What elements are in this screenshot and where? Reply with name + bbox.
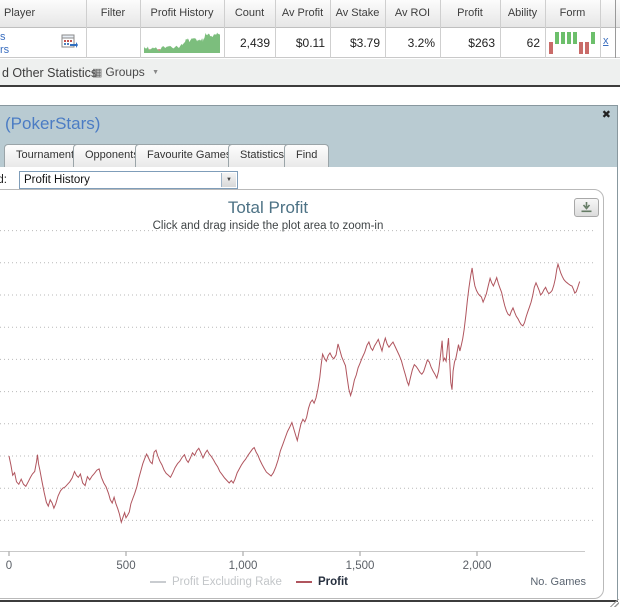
x-tick-label: 0	[5, 560, 13, 572]
legend-profit[interactable]: Profit	[295, 576, 348, 588]
col-header-av-stake[interactable]: Av Stake	[335, 7, 380, 19]
report-calendar-icon[interactable]	[61, 33, 78, 50]
col-header-av-profit[interactable]: Av Profit	[281, 7, 324, 19]
column-divider	[500, 0, 501, 58]
av-roi-value: 3.2%	[407, 36, 435, 50]
column-divider	[224, 0, 225, 58]
x-tick-label: 2,000	[462, 560, 492, 572]
col-header-ability[interactable]: Ability	[507, 7, 538, 19]
tab-favourite-games[interactable]: Favourite Games	[135, 144, 244, 167]
selected-report-label: ed:	[0, 174, 7, 186]
form-bar-win	[591, 32, 595, 44]
form-bar-loss	[585, 42, 589, 54]
profit-value: $263	[468, 36, 495, 50]
close-icon[interactable]: ✖	[601, 109, 611, 121]
legend-profit-excluding-rake[interactable]: Profit Excluding Rake	[150, 576, 282, 588]
chart-title-block: Total Profit Click and drag inside the p…	[0, 198, 552, 232]
av-stake-value: $3.79	[349, 36, 380, 50]
window-title: (PokerStars)	[5, 114, 101, 133]
col-header-av-roi[interactable]: Av ROI	[394, 7, 431, 19]
player-name-line1[interactable]: s	[0, 31, 6, 43]
column-divider	[385, 0, 386, 58]
plot-area[interactable]	[0, 228, 596, 552]
chart-legend: Profit Excluding Rake Profit	[150, 576, 362, 588]
x-tick-label: 1,500	[345, 560, 375, 572]
col-header-filter[interactable]: Filter	[100, 7, 126, 19]
select-dropdown-icon[interactable]: ▼	[221, 173, 236, 187]
col-header-form[interactable]: Form	[559, 7, 586, 19]
form-bar-win	[567, 32, 571, 44]
col-header-profit[interactable]: Profit	[457, 7, 483, 19]
window-titlebar: (PokerStars) ✖	[0, 106, 617, 142]
groups-button[interactable]: ▦ Groups ▼	[92, 65, 160, 79]
statistics-toolbar: d Other Statistics ▦ Groups ▼	[0, 59, 620, 87]
column-divider	[86, 0, 87, 58]
other-statistics-label: d Other Statistics	[2, 66, 98, 80]
export-chart-button[interactable]	[574, 198, 599, 217]
tab-opponents[interactable]: Opponents	[73, 144, 151, 167]
column-divider	[545, 0, 546, 58]
tab-find[interactable]: Find	[284, 144, 330, 167]
legend-swatch-icon	[150, 581, 166, 583]
ability-value: 62	[526, 36, 540, 50]
col-header-profit-history[interactable]: Profit History	[150, 7, 214, 19]
av-profit-value: $0.11	[295, 36, 325, 50]
form-bar-loss	[549, 42, 553, 54]
column-divider	[600, 0, 601, 58]
x-tick-label: 500	[116, 560, 136, 572]
player-name-line2[interactable]: rs	[0, 44, 10, 56]
form-bars	[549, 31, 599, 54]
remove-row-link[interactable]: x	[603, 35, 609, 47]
column-divider	[275, 0, 276, 58]
profit-history-sparkline	[142, 30, 222, 55]
groups-grid-icon: ▦	[92, 67, 103, 79]
form-bar-win	[573, 32, 577, 44]
form-bar-win	[561, 32, 565, 44]
tab-band: Tournaments Opponents Favourite Games St…	[0, 142, 617, 167]
column-divider	[140, 0, 141, 58]
col-header-player[interactable]: Player	[4, 7, 36, 19]
chart-title: Total Profit	[227, 198, 309, 217]
table-right-border	[615, 0, 616, 58]
column-divider	[330, 0, 331, 58]
column-divider	[440, 0, 441, 58]
report-select-value: Profit History	[24, 174, 90, 186]
count-value: 2,439	[239, 36, 270, 50]
x-tick-label: 1,000	[228, 560, 258, 572]
download-icon	[581, 202, 592, 213]
x-axis-title: No. Games	[530, 576, 586, 588]
legend-swatch-icon	[295, 581, 312, 583]
table-row: s rs	[0, 28, 620, 58]
window-resize-grip[interactable]	[610, 599, 619, 607]
chart-subtitle: Click and drag inside the plot area to z…	[152, 220, 384, 232]
chevron-down-icon: ▼	[152, 69, 160, 76]
col-header-count[interactable]: Count	[234, 7, 265, 19]
report-select[interactable]: Profit History ▼	[19, 171, 238, 189]
tab-tournaments[interactable]: Tournaments	[4, 144, 92, 167]
form-bar-win	[555, 32, 559, 44]
results-table-header: Player Filter Profit History Count Av Pr…	[0, 0, 620, 28]
tab-statistics[interactable]: Statistics	[228, 144, 297, 167]
form-bar-loss	[579, 42, 583, 54]
